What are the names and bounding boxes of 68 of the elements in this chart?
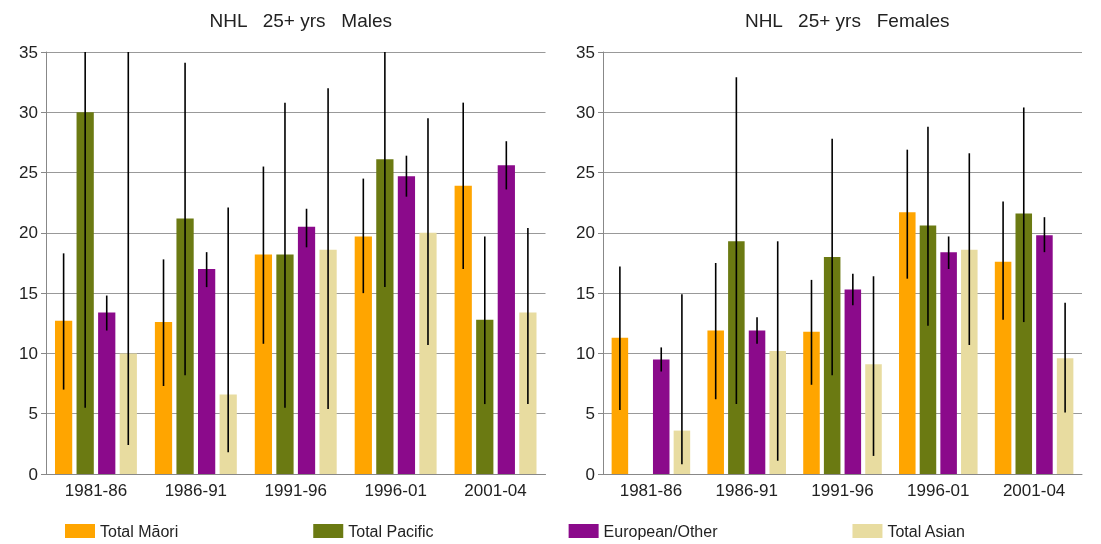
bar (919, 225, 936, 474)
bar (254, 254, 273, 474)
bar (1035, 235, 1053, 474)
x-tick-label: 1991-96 (810, 481, 874, 500)
bar (802, 331, 820, 474)
x-tick-label: 1991-96 (264, 481, 327, 500)
x-tick-label: 1986-91 (715, 481, 778, 500)
y-tick-label: 15 (575, 283, 595, 303)
y-tick-label: 20 (575, 223, 595, 243)
y-tick-label: 35 (19, 42, 38, 62)
bar (476, 319, 494, 474)
chart-title: NHL 25+ yrs Females (744, 10, 950, 31)
y-tick-label: 5 (585, 404, 595, 424)
bar (706, 330, 724, 474)
bar (154, 322, 173, 474)
bar (727, 241, 745, 474)
bar (844, 289, 861, 474)
legend-label: European/Other (603, 522, 719, 540)
bar (652, 359, 670, 474)
x-tick-label: 1996-01 (364, 481, 427, 500)
bar (519, 312, 537, 474)
y-tick-label: 0 (28, 464, 38, 484)
bar (376, 159, 394, 474)
bar (864, 364, 882, 474)
y-tick-label: 35 (575, 42, 595, 62)
bar (119, 353, 137, 474)
bar (497, 165, 515, 474)
bar (960, 249, 978, 474)
bar (297, 226, 316, 474)
legend-label: Total Asian (887, 522, 965, 540)
y-tick-label: 15 (19, 283, 38, 303)
bar (98, 312, 116, 474)
bar (1056, 358, 1073, 474)
bar (611, 337, 628, 474)
y-tick-label: 10 (575, 343, 595, 363)
bar (419, 232, 437, 474)
y-tick-label: 30 (575, 102, 595, 122)
x-tick-label: 1981-86 (64, 481, 128, 500)
x-tick-label: 1986-91 (164, 481, 228, 500)
chart-title: NHL 25+ yrs Males (209, 10, 392, 31)
y-tick-label: 25 (19, 163, 38, 183)
bar (748, 330, 765, 474)
bar (354, 236, 372, 474)
bar (276, 254, 294, 474)
bar (454, 185, 472, 474)
bar (319, 249, 337, 474)
y-tick-label: 0 (585, 464, 595, 484)
y-tick-label: 5 (28, 404, 38, 424)
bar (1014, 213, 1032, 474)
bar (823, 256, 840, 474)
y-tick-label: 20 (19, 223, 38, 243)
x-tick-label: 2001-04 (1002, 481, 1065, 500)
x-tick-label: 1981-86 (619, 481, 682, 500)
bar (939, 252, 957, 474)
x-tick-label: 1996-01 (906, 481, 969, 500)
bar (176, 218, 194, 474)
y-tick-label: 10 (19, 343, 38, 363)
bar (54, 320, 73, 474)
x-tick-label: 2001-04 (464, 481, 527, 500)
bar (397, 176, 416, 474)
bar (219, 394, 237, 474)
bar (898, 212, 916, 474)
y-tick-label: 25 (575, 163, 595, 183)
y-tick-label: 30 (19, 102, 38, 122)
legend-label: Total Pacific (348, 522, 434, 540)
bar (198, 269, 216, 474)
bar (994, 261, 1011, 474)
legend-label: Total Māori (100, 522, 179, 540)
